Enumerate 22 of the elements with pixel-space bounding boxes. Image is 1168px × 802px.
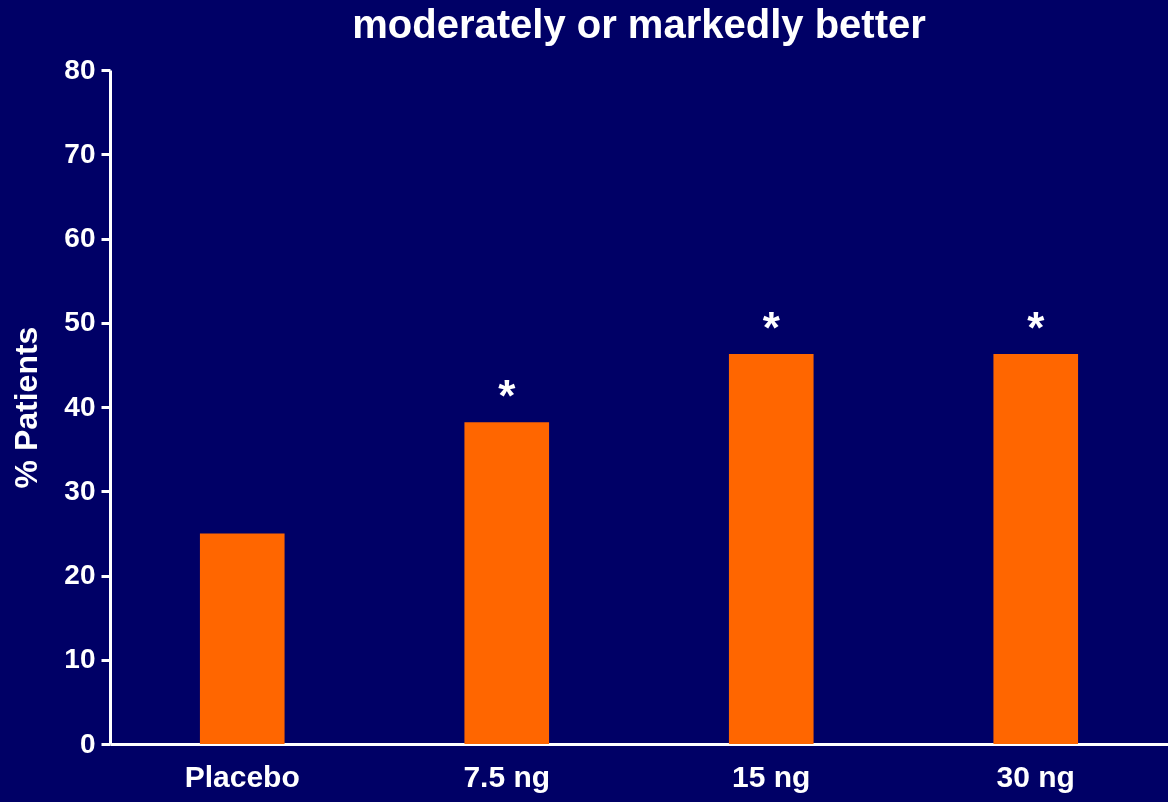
chart-title: moderately or markedly better: [352, 2, 926, 46]
y-tick-label: 10: [64, 643, 96, 675]
y-tick-label: 80: [64, 53, 96, 85]
x-tick-label: 15 ng: [732, 759, 811, 793]
y-tick-label: 20: [64, 559, 96, 590]
y-tick-label: 30: [64, 474, 96, 506]
annotation: *: [498, 371, 517, 421]
annotation: *: [762, 302, 781, 352]
y-tick-label: 60: [64, 222, 96, 253]
x-tick-label: 7.5 ng: [463, 759, 551, 793]
bar: [728, 353, 814, 744]
y-tick-label: 0: [79, 727, 96, 759]
y-axis-title: % Patients: [8, 326, 45, 489]
x-tick-label: 30 ng: [996, 759, 1075, 793]
bar: [199, 533, 285, 744]
bar: [464, 422, 550, 744]
y-tick-label: 50: [64, 306, 96, 338]
y-tick-label: 40: [64, 390, 96, 422]
annotation: *: [1027, 302, 1046, 352]
bar: [993, 353, 1079, 744]
x-tick-label: Placebo: [184, 759, 300, 793]
y-tick-label: 70: [64, 137, 96, 169]
